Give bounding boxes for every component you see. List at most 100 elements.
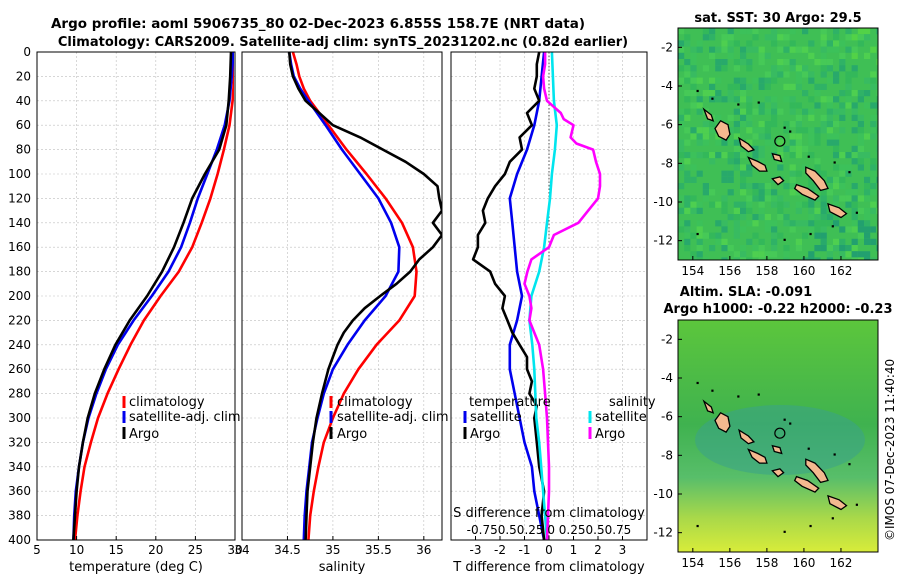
island-landmass xyxy=(793,475,820,493)
sst-grid-cell xyxy=(740,59,747,66)
depth-tick-label: 40 xyxy=(16,94,31,108)
lat-tick-label: -4 xyxy=(661,79,673,93)
sst-grid-cell xyxy=(802,127,809,134)
sst-grid-cell xyxy=(771,220,778,227)
sst-grid-cell xyxy=(727,83,734,90)
islet-speck xyxy=(696,381,699,385)
sst-grid-cell xyxy=(746,83,753,90)
sst-grid-cell xyxy=(764,96,771,103)
sst-grid-cell xyxy=(876,90,878,97)
sst-grid-cell xyxy=(870,189,877,196)
lon-tick-label: 158 xyxy=(755,556,778,570)
sst-grid-cell xyxy=(752,108,759,115)
sst-grid-cell xyxy=(777,59,784,66)
sst-grid-cell xyxy=(864,251,871,258)
island-landmass xyxy=(738,136,756,153)
sst-grid-cell xyxy=(802,46,809,53)
sst-grid-cell xyxy=(702,133,709,140)
sst-grid-cell xyxy=(678,183,685,190)
sst-grid-cell xyxy=(851,257,858,260)
sst-grid-cell xyxy=(876,96,878,103)
sst-grid-cell xyxy=(721,176,728,183)
sst-grid-cell xyxy=(839,170,846,177)
legend-satellite-adj: satellite-adj. clim xyxy=(129,410,241,425)
sst-grid-cell xyxy=(864,176,871,183)
island-landmass xyxy=(771,468,785,478)
island-landmass xyxy=(738,428,756,445)
sst-grid-cell xyxy=(715,46,722,53)
sst-grid-cell xyxy=(752,34,759,41)
sst-grid-cell xyxy=(789,152,796,159)
sst-grid-cell xyxy=(752,251,759,258)
sst-grid-cell xyxy=(802,220,809,227)
sst-grid-cell xyxy=(758,152,765,159)
sst-grid-cell xyxy=(783,145,790,152)
series-line-climatology xyxy=(73,52,234,540)
sst-grid-cell xyxy=(758,238,765,245)
island-landmass xyxy=(805,166,829,192)
sst-grid-cell xyxy=(826,133,833,140)
sst-grid-cell xyxy=(845,77,852,84)
sst-grid-cell xyxy=(727,189,734,196)
sst-grid-cell xyxy=(789,46,796,53)
sst-grid-cell xyxy=(795,238,802,245)
sst-grid-cell xyxy=(839,65,846,72)
lat-tick-label: -6 xyxy=(661,118,673,132)
sst-grid-cell xyxy=(715,114,722,121)
sst-grid-cell xyxy=(758,257,765,260)
sst-grid-cell xyxy=(864,183,871,190)
sst-grid-cell xyxy=(870,77,877,84)
depth-tick-label: 160 xyxy=(8,240,31,254)
sst-grid-cell xyxy=(721,65,728,72)
sst-grid-cell xyxy=(870,170,877,177)
sst-grid-cell xyxy=(758,201,765,208)
sst-grid-cell xyxy=(684,77,691,84)
x-tick-label: 20 xyxy=(148,543,163,557)
sst-grid-cell xyxy=(870,176,877,183)
sst-grid-cell xyxy=(826,183,833,190)
sst-grid-cell xyxy=(746,96,753,103)
sst-grid-cell xyxy=(702,127,709,134)
sst-grid-cell xyxy=(733,152,740,159)
sst-grid-cell xyxy=(808,226,815,233)
sst-grid-cell xyxy=(820,65,827,72)
sst-grid-cell xyxy=(678,220,685,227)
sst-grid-cell xyxy=(864,90,871,97)
sst-land-islands xyxy=(696,89,858,241)
depth-tick-label: 200 xyxy=(8,289,31,303)
sst-grid-cell xyxy=(684,96,691,103)
sst-grid-cell xyxy=(764,220,771,227)
sst-grid-cell xyxy=(857,195,864,202)
sst-grid-cell xyxy=(684,207,691,214)
sst-grid-cell xyxy=(795,139,802,146)
island-landmass xyxy=(747,448,768,464)
island-landmass xyxy=(771,152,783,163)
sst-grid-cell xyxy=(690,232,697,239)
sla-map-subtitle: Argo h1000: -0.22 h2000: -0.23 xyxy=(663,302,892,317)
sst-grid-cell xyxy=(709,77,716,84)
sst-grid-cell xyxy=(727,52,734,59)
sst-grid-cell xyxy=(777,139,784,146)
depth-tick-label: 100 xyxy=(8,167,31,181)
sst-grid-cell xyxy=(845,83,852,90)
sst-grid-cell xyxy=(820,96,827,103)
sst-grid-cell xyxy=(833,183,840,190)
sst-grid-cell xyxy=(857,96,864,103)
sst-grid-cell xyxy=(814,220,821,227)
sst-grid-cell xyxy=(777,207,784,214)
island-landmass xyxy=(771,176,785,186)
sst-grid-cell xyxy=(727,28,734,35)
sst-grid-cell xyxy=(870,114,877,121)
sst-grid-cell xyxy=(758,102,765,109)
sst-grid-cell xyxy=(808,77,815,84)
islet-speck xyxy=(757,101,760,104)
sst-grid-cell xyxy=(814,139,821,146)
sla-profile-location-marker xyxy=(774,427,786,439)
sst-grid-cell xyxy=(752,152,759,159)
sst-grid-cell xyxy=(777,232,784,239)
sst-grid-cell xyxy=(851,195,858,202)
sst-grid-cell xyxy=(733,232,740,239)
sst-grid-cell xyxy=(864,214,871,221)
sst-grid-cell xyxy=(721,34,728,41)
sst-grid-cell xyxy=(746,127,753,134)
